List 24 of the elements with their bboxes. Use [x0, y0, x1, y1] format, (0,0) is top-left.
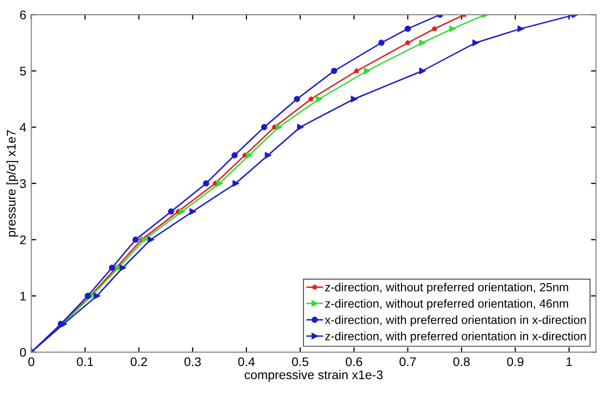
x-tick-label: 0.6: [346, 357, 362, 366]
x-tick-label: 0.8: [453, 357, 470, 366]
y-tick-label: 2: [20, 235, 26, 244]
x-tick-label: 0.4: [238, 357, 255, 366]
legend-label: z-direction, without preferred orientation, 25nm: [325, 282, 568, 294]
x-tick-label: 0.2: [130, 357, 147, 366]
x-tick-label: 1: [566, 357, 572, 366]
x-tick-label: 0.3: [184, 357, 201, 366]
x-tick-label: 0.1: [76, 357, 94, 366]
y-tick-label: 0: [20, 348, 26, 357]
x-tick-label: 0: [28, 357, 34, 366]
x-tick-label: 0.9: [507, 357, 524, 366]
x-tick-label: 0.5: [292, 357, 308, 366]
y-tick-label: 6: [20, 10, 26, 20]
y-tick-label: 1: [20, 292, 26, 300]
y-axis-title: pressure [p/σ] x1e7: [6, 130, 18, 236]
x-axis-title: compressive strain x1e-3: [244, 370, 383, 382]
legend-label: x-direction, with preferred orientation in x-direction: [324, 315, 586, 326]
y-tick-label: 5: [20, 66, 26, 76]
y-tick-label: 4: [20, 123, 26, 132]
y-tick-label: 3: [20, 179, 26, 188]
legend-label: z-direction, without preferred orientation, 46nm: [325, 299, 568, 310]
legend-label: z-direction, with preferred orientation in x-direction: [325, 332, 586, 343]
x-tick-label: 0.7: [400, 357, 416, 366]
